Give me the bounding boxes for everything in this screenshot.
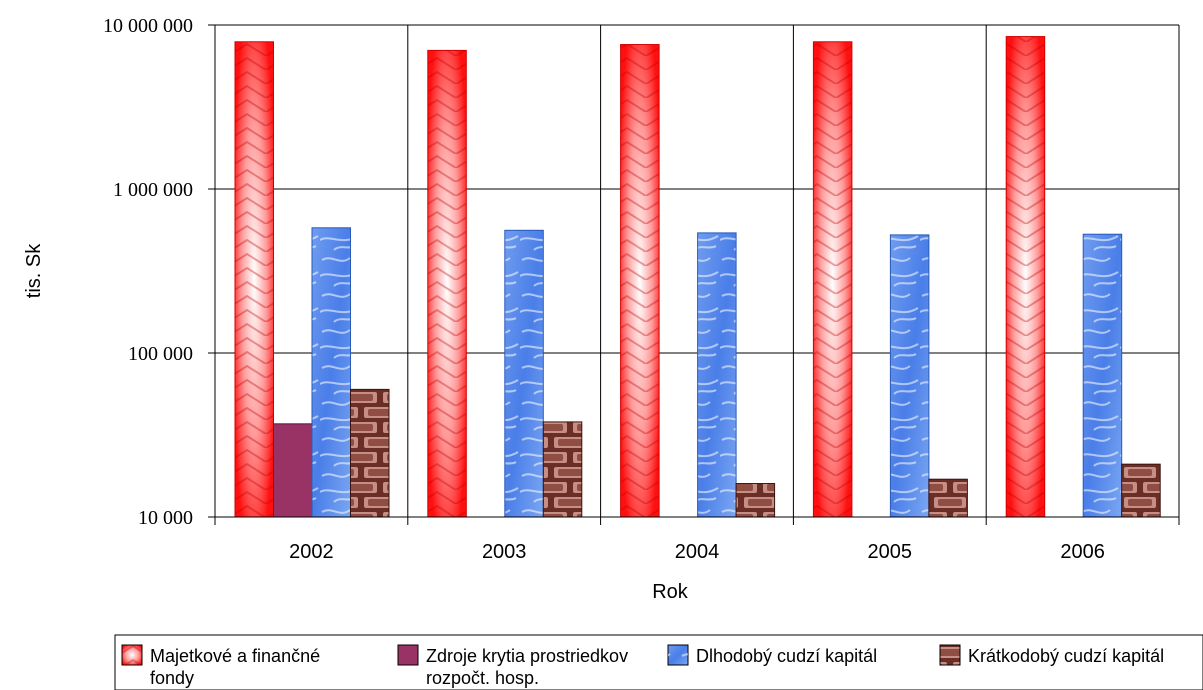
bar-fill	[1121, 464, 1161, 517]
bar-majetkove-a-financne-fondy-2004	[620, 44, 660, 518]
bar-texture	[504, 230, 544, 517]
bar-texture	[697, 232, 737, 517]
legend-swatch-texture	[668, 645, 688, 665]
legend-label: rozpočt. hosp.	[426, 668, 539, 688]
bar-majetkove-a-financne-fondy-2003	[427, 49, 467, 518]
bar-majetkove-a-financne-fondy-2005	[812, 41, 853, 518]
x-tick-label: 2006	[1060, 541, 1105, 563]
bar-texture	[312, 227, 351, 518]
legend-label: Zdroje krytia prostriedkov	[426, 646, 628, 666]
legend-label: Dlhodobý cudzí kapitál	[696, 646, 877, 666]
bar-dlhodoby-cudzi-kapital-2005	[889, 234, 930, 518]
bar-texture	[235, 41, 274, 518]
bar-texture	[890, 234, 929, 518]
legend-item-dlhodoby-cudzi-kapital: Dlhodobý cudzí kapitál	[667, 644, 877, 666]
y-tick-label: 10 000 000	[103, 15, 193, 37]
bar-dlhodoby-cudzi-kapital-2003	[504, 229, 544, 518]
legend-frame	[114, 634, 1203, 690]
bar-dlhodoby-cudzi-kapital-2006	[1082, 233, 1123, 518]
bar-majetkove-a-financne-fondy-2002	[234, 41, 274, 518]
bar-kratkodoby-cudzi-kapital-2004	[735, 483, 776, 518]
x-axis-title: Rok	[652, 581, 689, 603]
bar-fill	[350, 389, 389, 517]
bar-texture	[1006, 36, 1045, 518]
bar-fill	[543, 421, 582, 517]
legend-swatch	[939, 644, 961, 666]
bar-texture	[1083, 234, 1122, 517]
y-tick-label: 10 000	[138, 507, 193, 529]
x-tick-label: 2004	[675, 541, 720, 563]
y-axis-title: tis. Sk	[23, 243, 45, 298]
legend-label: Krátkodobý cudzí kapitál	[968, 646, 1164, 666]
bar-zdroje-krytia-prostriedkov-rozpoct-hosp-2002	[273, 423, 313, 518]
bar-dlhodoby-cudzi-kapital-2002	[311, 227, 351, 518]
bar-fill	[273, 423, 312, 517]
bar-texture	[813, 41, 852, 518]
y-tick-label: 1 000 000	[113, 179, 193, 201]
legend-swatch-texture	[122, 645, 142, 665]
bar-kratkodoby-cudzi-kapital-2005	[928, 478, 968, 518]
bar-kratkodoby-cudzi-kapital-2002	[350, 388, 390, 518]
bar-kratkodoby-cudzi-kapital-2006	[1121, 463, 1161, 518]
bar-kratkodoby-cudzi-kapital-2003	[542, 421, 583, 518]
bar-fill	[928, 479, 968, 517]
bar-dlhodoby-cudzi-kapital-2004	[697, 232, 737, 518]
legend-swatch	[397, 644, 419, 666]
bar-texture	[620, 44, 660, 517]
bar-texture	[427, 50, 467, 517]
bar-majetkove-a-financne-fondy-2006	[1005, 36, 1046, 518]
x-tick-label: 2003	[482, 541, 527, 563]
legend-label: fondy	[150, 668, 194, 688]
y-tick-label: 100 000	[128, 343, 193, 365]
legend-item-kratkodoby-cudzi-kapital: Krátkodobý cudzí kapitál	[939, 644, 1164, 666]
legend-label: Majetkové a finančné	[150, 646, 320, 666]
bar-fill	[736, 483, 775, 517]
x-tick-label: 2005	[868, 541, 913, 563]
x-tick-label: 2002	[289, 541, 334, 563]
